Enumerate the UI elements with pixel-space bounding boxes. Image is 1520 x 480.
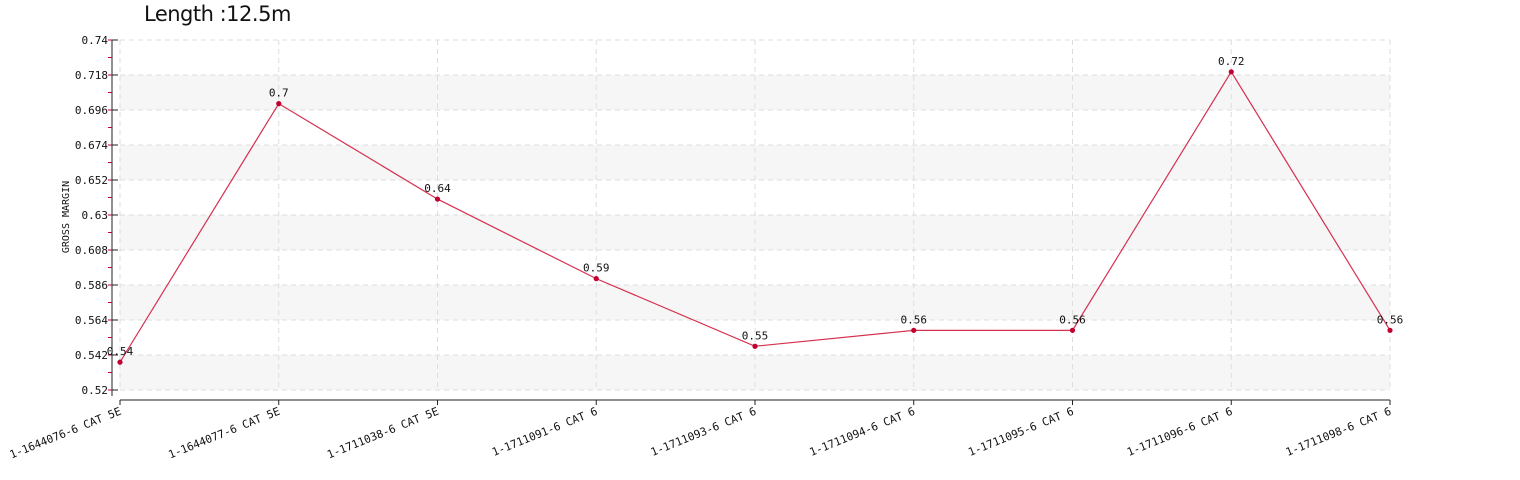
data-point [911,327,917,333]
data-point [276,101,282,107]
data-point [1387,327,1393,333]
data-label: 0.55 [742,329,769,342]
data-label: 0.54 [107,345,134,358]
data-points [117,69,1393,365]
data-label: 0.64 [424,182,451,195]
x-axis-ticks: 1-1644076-6 CAT 5E 1-1644077-6 CAT 5E 1-17… [8,400,1393,461]
data-label: 0.59 [583,262,610,275]
data-point [434,196,441,202]
x-tick-label: 1-1711095-6 CAT 6 [966,405,1075,459]
x-tick-label: 1-1644076-6 CAT 5E [8,405,123,462]
x-tick-label: 1-1711098-6 CAT 6 [1284,405,1393,459]
data-label: 0.72 [1218,55,1245,68]
grid-lines [119,39,1391,391]
data-label: 0.56 [1059,313,1086,326]
x-tick-label: 1-1711093-6 CAT 6 [649,405,758,459]
data-label: 0.56 [1377,313,1404,326]
data-point [752,343,758,349]
data-point [1069,327,1076,333]
data-labels: 0.54 0.7 0.64 0.59 0.55 0.56 0.56 0.72 0.56 [107,55,1404,358]
chart-title: Length :12.5m [144,2,291,26]
y-axis-title: GROSS MARGIN [61,181,72,253]
data-label: 0.56 [901,313,928,326]
y-tick-label: 0.652 [75,174,108,187]
x-tick-label: 1-1711038-6 CAT 5E [325,405,440,462]
y-tick-label: 0.63 [82,209,109,222]
data-label: 0.7 [269,87,289,100]
y-tick-label: 0.718 [75,69,108,82]
x-tick-label: 1-1711096-6 CAT 6 [1125,405,1234,459]
y-tick-label: 0.586 [75,279,108,292]
data-point [1228,69,1234,75]
data-point [117,359,123,365]
y-tick-label: 0.74 [82,34,109,47]
x-tick-label: 1-1644077-6 CAT 5E [166,405,281,462]
y-tick-label: 0.696 [75,104,108,117]
y-tick-label: 0.608 [75,244,108,257]
y-tick-label: 0.564 [75,314,108,327]
y-axis-ticks: 0.52 0.542 0.564 0.586 0.608 0.63 0.652 0.674 0.… [75,34,118,397]
y-tick-label: 0.52 [82,384,109,397]
data-point [593,276,599,282]
x-tick-label: 1-1711091-6 CAT 6 [490,405,599,459]
x-tick-label: 1-1711094-6 CAT 6 [808,405,917,459]
y-tick-label: 0.674 [75,139,108,152]
y-tick-label: 0.542 [75,349,108,362]
